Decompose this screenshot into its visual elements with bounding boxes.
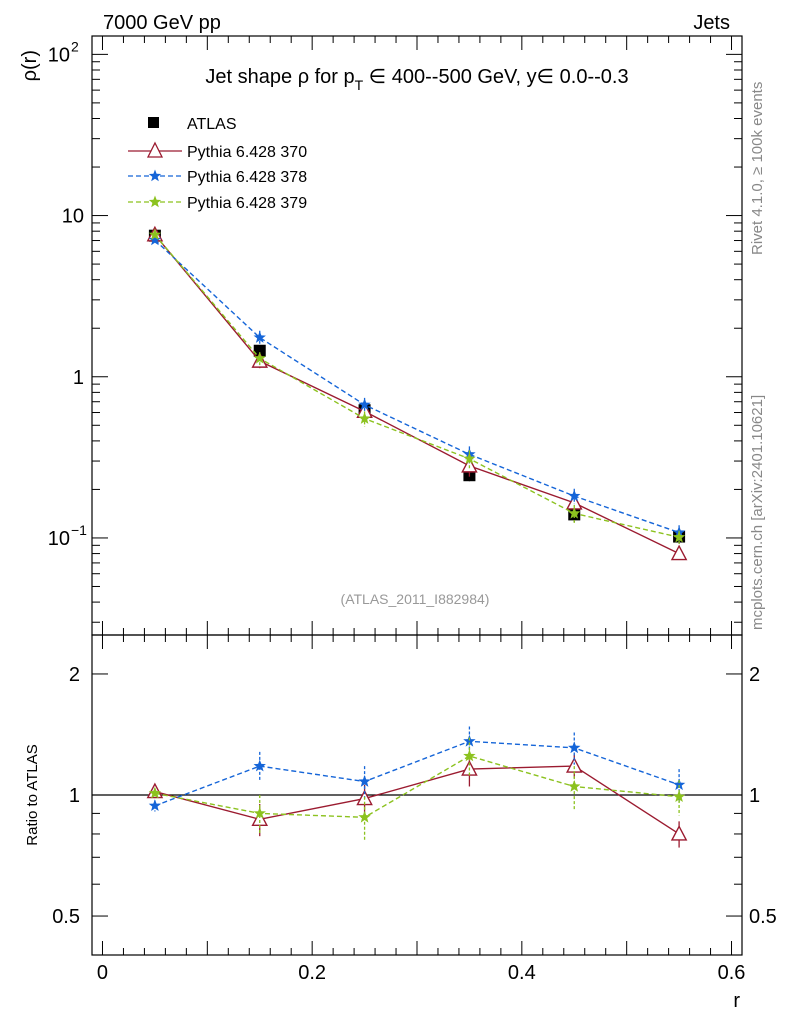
ratio-point-0 [565,757,583,773]
legend-label-pythia-378: Pythia 6.428 378 [187,169,307,186]
legend-star-icon [148,169,162,182]
legend-label-atlas: ATLAS [187,116,237,133]
ratio-point-1 [253,759,266,772]
ratio-line-2 [154,755,680,819]
series-point-0 [461,456,478,473]
legend-marker-pythia-379 [148,195,162,208]
ratio-y-tick-label-right: 1 [749,785,760,807]
y-tick-label: 10 [62,206,84,228]
ratio-y-tick-label-right: 2 [749,664,760,686]
ratio-point-1 [358,775,371,787]
x-tick-label: 0 [97,962,108,984]
legend-label-pythia-379: Pythia 6.428 379 [187,195,307,212]
legend-label-pythia-370: Pythia 6.428 370 [187,144,307,161]
x-axis-label: r [733,990,740,1012]
mcplots-source-label: mcplots.cern.ch [arXiv:2401.10621] [749,395,766,630]
series-point-2 [568,506,581,519]
x-tick-label: 0.4 [508,962,536,984]
data-layer [146,225,688,848]
legend: ATLAS Pythia 6.428 370 Pythia 6.428 378 … [128,116,307,212]
y-tick-label-exponent: 2 [71,38,79,54]
ratio-point-1 [463,734,476,747]
atlas-data-point [253,344,266,357]
y-tick-label-exponent: −1 [71,522,87,538]
series-point-2 [672,530,686,543]
header-left-label: 7000 GeV pp [103,12,221,34]
ratio-point-0 [670,824,688,841]
y-axis-label: ρ(r) [19,50,41,81]
legend-star-icon [148,195,162,208]
ratio-y-tick-label: 0.5 [52,906,80,928]
x-tick-label: 0.6 [718,962,746,984]
chart-title: Jet shape ρ for pT ∈ 400--500 GeV, y∈ 0.… [205,66,628,93]
rivet-version-label: Rivet 4.1.0, ≥ 100k events [749,82,766,255]
ratio-y-axis-label: Ratio to ATLAS [24,744,41,845]
ratio-point-1 [568,741,581,754]
chart-title-subscript: T [355,77,364,93]
ratio-point-2 [672,790,686,803]
header-right-label: Jets [693,12,730,34]
ratio-point-2 [463,749,476,762]
series-line-2 [154,234,680,538]
series-point-2 [253,351,266,364]
ratio-line-1 [154,740,680,807]
series-point-1 [358,398,371,411]
y-tick-label: 10 [48,44,70,66]
legend-marker-pythia-378 [148,169,162,182]
legend-marker-atlas [148,117,159,128]
series-point-1 [148,233,162,246]
ratio-point-1 [148,799,162,812]
ratio-point-1 [672,778,686,791]
series-point-1 [253,331,266,343]
ratio-y-tick-label: 2 [69,664,80,686]
y-tick-label: 1 [73,367,84,389]
y-tick-label: 10 [48,528,70,550]
ratio-y-tick-label-right: 0.5 [749,906,777,928]
series-point-0 [670,544,688,561]
ratio-y-tick-label: 1 [69,785,80,807]
analysis-label: (ATLAS_2011_I882984) [341,591,490,607]
ratio-point-2 [358,810,371,823]
series-point-1 [568,489,581,502]
ratio-point-2 [148,786,162,799]
x-tick-label: 0.2 [298,962,326,984]
series-point-2 [358,412,371,424]
series-point-2 [463,452,476,464]
chart-title-suffix: ∈ 400--500 GeV, y∈ 0.0--0.3 [363,66,628,88]
ratio-point-2 [568,779,581,792]
ratio-line-0 [154,765,680,835]
ratio-point-2 [253,806,266,819]
legend-marker-pythia-370 [146,141,164,158]
chart-title-prefix: Jet shape ρ for p [205,66,354,88]
series-point-2 [148,228,162,241]
series-line-1 [154,239,680,534]
